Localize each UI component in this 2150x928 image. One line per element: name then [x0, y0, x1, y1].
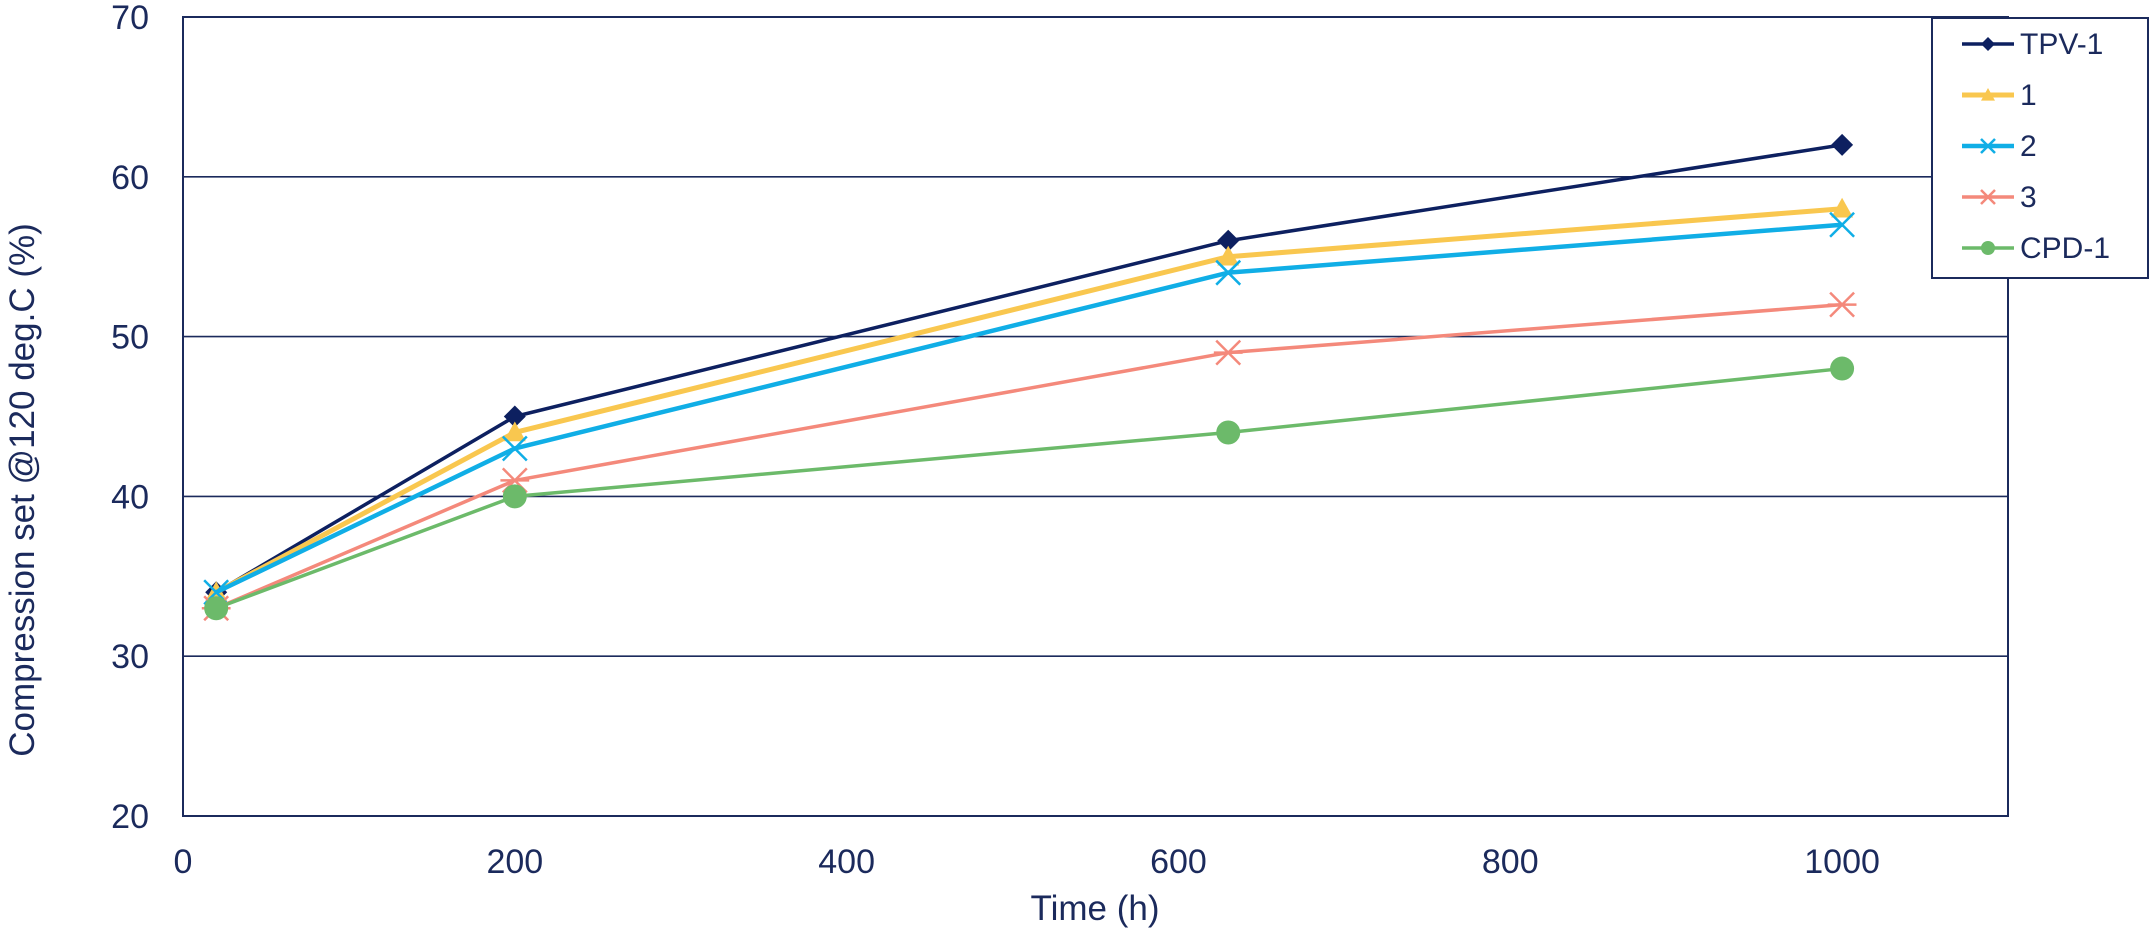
series-TPV-1 [205, 133, 1854, 604]
legend-item: TPV-1 [1962, 28, 2103, 61]
plot-frame [182, 16, 2009, 817]
gridlines [183, 176, 2008, 658]
data-point [1827, 291, 1857, 318]
legend-item: 2 [1962, 130, 2037, 163]
y-tick-label: 70 [111, 0, 149, 37]
series [201, 133, 1857, 622]
data-point [1829, 211, 1855, 238]
legend-item: 3 [1962, 181, 2037, 214]
series-CPD-1 [204, 356, 1855, 621]
data-point [503, 405, 526, 428]
data-point [1213, 339, 1243, 366]
data-point [1831, 197, 1854, 218]
data-point [1830, 356, 1855, 381]
data-point [502, 484, 527, 509]
data-point [1216, 420, 1241, 445]
legend-label: 2 [2020, 130, 2037, 163]
y-tick-label: 60 [111, 159, 149, 197]
legend-label: 1 [2020, 79, 2037, 112]
legend: TPV-1 1 2 3 CPD-1 [1931, 17, 2149, 279]
y-tick-label: 30 [111, 638, 149, 676]
legend-marker [1981, 241, 1995, 255]
y-tick-label: 40 [111, 478, 149, 516]
legend-marker [1981, 37, 1995, 51]
data-point [1215, 259, 1242, 286]
x-tick-label: 600 [1150, 843, 1207, 881]
series-line [215, 222, 1843, 595]
series-1 [205, 197, 1854, 602]
x-tick-label: 800 [1482, 843, 1539, 881]
plot-area-border [182, 16, 2009, 817]
legend-marker [1980, 138, 1996, 154]
series-2 [203, 211, 1855, 606]
legend-item: CPD-1 [1962, 232, 2110, 265]
legend-label: TPV-1 [2020, 28, 2103, 61]
data-point [1217, 229, 1240, 252]
data-point [503, 421, 526, 442]
series-line [215, 143, 1843, 594]
data-point [204, 596, 229, 621]
x-axis-title: Time (h) [1031, 889, 1160, 928]
data-point [1831, 133, 1854, 156]
series-line [215, 206, 1843, 595]
legend-label: 3 [2020, 181, 2037, 214]
x-tick-label: 1000 [1804, 843, 1880, 881]
tick-labels: 20 30 40 50 60 70 0 200 400 600 800 1000 [111, 0, 1880, 881]
data-point [1217, 245, 1240, 266]
x-tick-label: 0 [174, 843, 193, 881]
data-point [501, 435, 528, 462]
legend-marker [1981, 88, 1995, 101]
legend-marker [1979, 189, 1997, 205]
x-tick-label: 400 [818, 843, 875, 881]
series-line [215, 302, 1843, 610]
series-line [215, 366, 1843, 610]
legend-label: CPD-1 [2020, 232, 2110, 265]
y-axis-title: Compression set @120 deg.C (%) [3, 223, 42, 757]
legend-item: 1 [1962, 79, 2037, 112]
y-tick-label: 50 [111, 319, 149, 357]
y-tick-label: 20 [111, 798, 149, 836]
x-tick-label: 200 [486, 843, 543, 881]
